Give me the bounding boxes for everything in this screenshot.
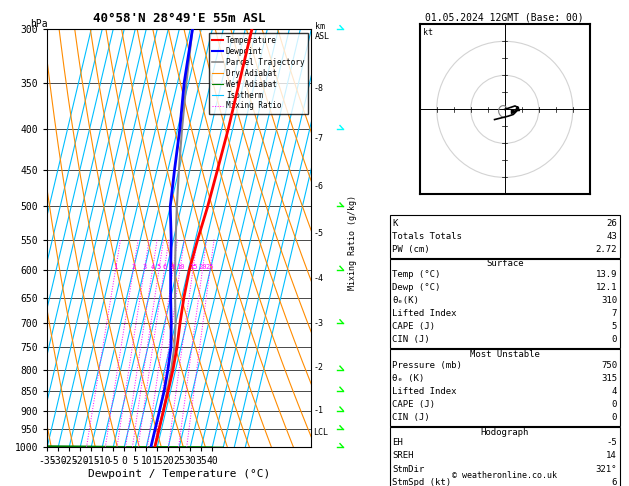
- Text: StmDir: StmDir: [392, 465, 425, 473]
- Text: 10: 10: [175, 264, 184, 270]
- Text: km: km: [314, 22, 325, 31]
- Text: θₑ(K): θₑ(K): [392, 296, 420, 305]
- Text: Most Unstable: Most Unstable: [470, 350, 540, 359]
- Text: -8: -8: [313, 84, 323, 93]
- Text: hPa: hPa: [30, 19, 48, 29]
- Text: Hodograph: Hodograph: [481, 428, 529, 437]
- Text: CAPE (J): CAPE (J): [392, 400, 435, 409]
- Text: Totals Totals: Totals Totals: [392, 232, 462, 241]
- Text: 26: 26: [606, 219, 617, 227]
- Text: 0: 0: [611, 335, 617, 345]
- Text: 20: 20: [198, 264, 207, 270]
- Text: © weatheronline.co.uk: © weatheronline.co.uk: [452, 471, 557, 480]
- Text: -2: -2: [313, 363, 323, 371]
- Text: 5: 5: [611, 322, 617, 331]
- Text: Mixing Ratio (g/kg): Mixing Ratio (g/kg): [348, 195, 357, 291]
- Text: -6: -6: [313, 182, 323, 191]
- Text: Lifted Index: Lifted Index: [392, 309, 457, 318]
- Text: ASL: ASL: [314, 32, 330, 41]
- Text: 15: 15: [189, 264, 198, 270]
- Text: CIN (J): CIN (J): [392, 413, 430, 422]
- Text: θₑ (K): θₑ (K): [392, 374, 425, 383]
- Text: -1: -1: [313, 406, 323, 415]
- Text: 7: 7: [611, 309, 617, 318]
- Text: 12.1: 12.1: [596, 283, 617, 292]
- Text: CIN (J): CIN (J): [392, 335, 430, 345]
- Text: 43: 43: [606, 232, 617, 241]
- Legend: Temperature, Dewpoint, Parcel Trajectory, Dry Adiabat, Wet Adiabat, Isotherm, Mi: Temperature, Dewpoint, Parcel Trajectory…: [209, 33, 308, 114]
- Text: -3: -3: [313, 319, 323, 328]
- Text: LCL: LCL: [313, 429, 328, 437]
- Text: 750: 750: [601, 361, 617, 370]
- Text: 3: 3: [142, 264, 147, 270]
- Text: 0: 0: [611, 413, 617, 422]
- Text: EH: EH: [392, 438, 403, 447]
- Text: PW (cm): PW (cm): [392, 245, 430, 254]
- Text: 321°: 321°: [596, 465, 617, 473]
- Text: -5: -5: [606, 438, 617, 447]
- Text: 13.9: 13.9: [596, 270, 617, 279]
- Text: 25: 25: [206, 264, 214, 270]
- Text: 310: 310: [601, 296, 617, 305]
- Text: 0: 0: [611, 400, 617, 409]
- Text: 4: 4: [611, 387, 617, 396]
- Text: 2: 2: [131, 264, 135, 270]
- Text: Surface: Surface: [486, 260, 523, 268]
- Text: Pressure (mb): Pressure (mb): [392, 361, 462, 370]
- Text: 40°58'N 28°49'E 55m ASL: 40°58'N 28°49'E 55m ASL: [93, 12, 265, 25]
- Text: -5: -5: [313, 229, 323, 238]
- Text: 6: 6: [611, 478, 617, 486]
- Text: -7: -7: [313, 134, 323, 143]
- Text: 14: 14: [606, 451, 617, 460]
- Text: 8: 8: [171, 264, 175, 270]
- Text: 2.72: 2.72: [596, 245, 617, 254]
- Text: SREH: SREH: [392, 451, 414, 460]
- Text: 4: 4: [150, 264, 155, 270]
- Text: 1: 1: [113, 264, 118, 270]
- Text: Dewp (°C): Dewp (°C): [392, 283, 441, 292]
- Text: 5: 5: [157, 264, 161, 270]
- Text: 6: 6: [162, 264, 167, 270]
- Text: Lifted Index: Lifted Index: [392, 387, 457, 396]
- Text: 315: 315: [601, 374, 617, 383]
- Text: -4: -4: [313, 275, 323, 283]
- Text: kt: kt: [423, 28, 433, 36]
- Text: Temp (°C): Temp (°C): [392, 270, 441, 279]
- Text: K: K: [392, 219, 398, 227]
- Text: CAPE (J): CAPE (J): [392, 322, 435, 331]
- X-axis label: Dewpoint / Temperature (°C): Dewpoint / Temperature (°C): [88, 469, 270, 479]
- Text: StmSpd (kt): StmSpd (kt): [392, 478, 452, 486]
- Text: 01.05.2024 12GMT (Base: 00): 01.05.2024 12GMT (Base: 00): [425, 12, 584, 22]
